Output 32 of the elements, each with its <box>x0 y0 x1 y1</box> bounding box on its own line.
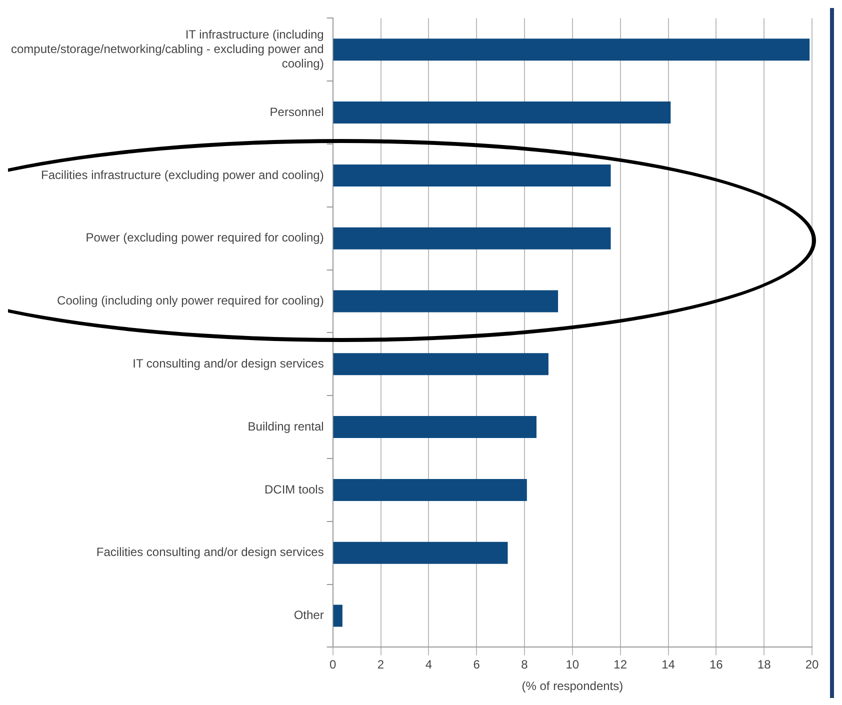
bar <box>333 416 536 438</box>
y-tick-label: Power (excluding power required for cooling) <box>86 230 324 245</box>
x-tick-label: 8 <box>521 658 528 672</box>
bar <box>333 164 611 186</box>
bar <box>333 353 548 376</box>
x-tick-label: 4 <box>425 658 432 672</box>
x-tick-label: 18 <box>757 658 772 672</box>
x-tick-label: 14 <box>662 658 676 672</box>
x-axis-title: (% of respondents) <box>522 679 624 694</box>
x-tick-label: 6 <box>473 658 480 672</box>
bar <box>333 478 527 501</box>
bar <box>333 38 810 61</box>
x-tick-label: 16 <box>709 658 724 672</box>
y-tick-label: Other <box>294 608 324 622</box>
bar <box>333 102 671 124</box>
x-tick-label: 0 <box>330 658 337 672</box>
x-tick-label: 12 <box>614 658 628 672</box>
bar <box>333 227 611 250</box>
x-tick-label: 2 <box>377 658 384 672</box>
y-tick-label: Facilities infrastructure (excluding power and cooling) <box>41 168 324 182</box>
bar <box>333 290 558 312</box>
bar <box>333 542 508 564</box>
y-tick-label: DCIM tools <box>264 482 324 496</box>
y-tick-label: Facilities consulting and/or design services <box>96 545 324 560</box>
bar <box>333 604 342 627</box>
y-tick-label: Cooling (including only power required for cooling) <box>57 294 324 308</box>
y-tick-label: IT consulting and/or design services <box>132 356 324 370</box>
y-tick-label: Personnel <box>270 104 324 119</box>
y-tick-label: IT infrastructure (including compute/storage/networking/cabling - excluding power and cooling) <box>10 28 324 70</box>
y-tick-label: Building rental <box>248 419 324 434</box>
x-tick-label: 20 <box>805 658 819 672</box>
x-tick-label: 10 <box>566 658 580 672</box>
